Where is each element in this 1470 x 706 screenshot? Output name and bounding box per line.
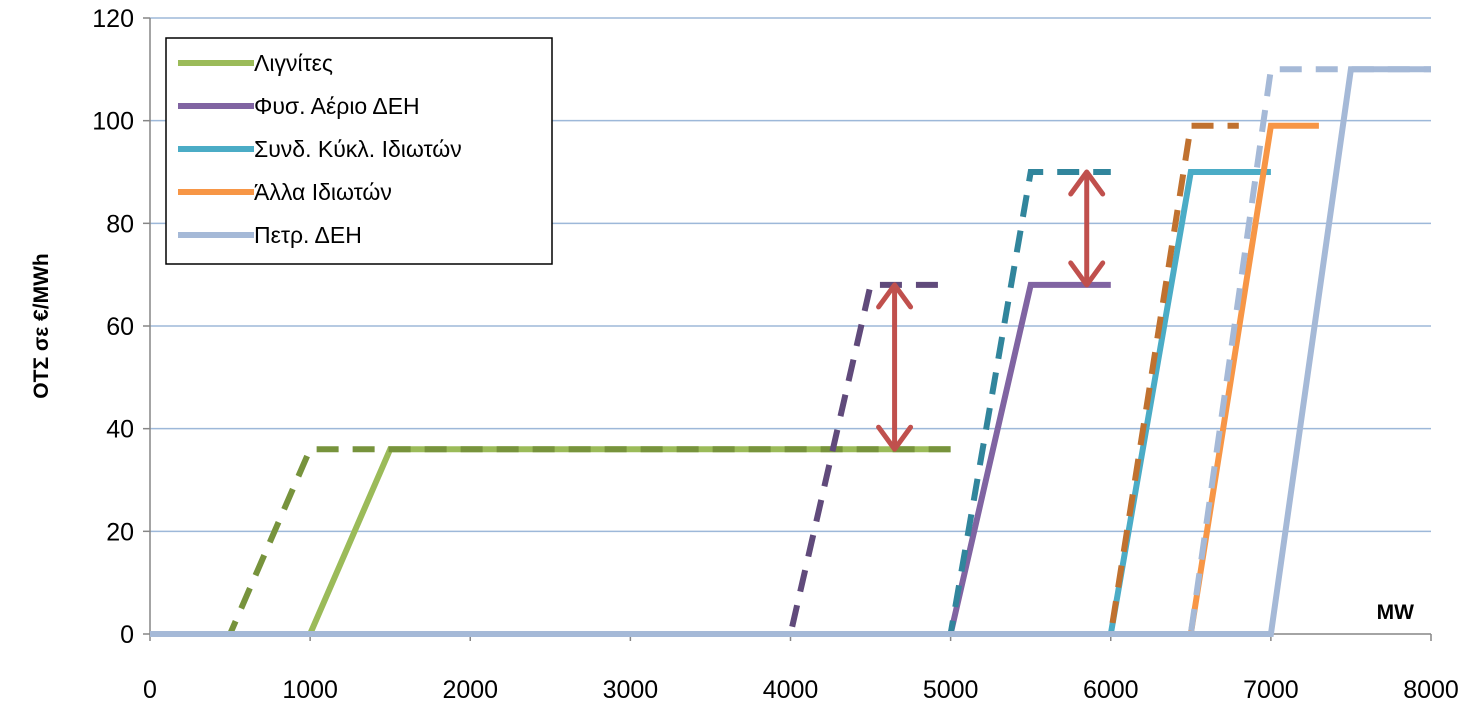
x-tick-label-7000: 7000 (1243, 676, 1299, 704)
double-arrow-head-top-1 (1068, 169, 1106, 197)
y-tick-label-20: 20 (106, 518, 134, 546)
x-tick-label-2000: 2000 (442, 676, 498, 704)
legend-label-0: Λιγνίτες (254, 50, 333, 76)
x-tick-label-4000: 4000 (763, 676, 819, 704)
series-line-9-dashed (150, 66, 1431, 637)
double-arrow-head-bottom-0 (876, 424, 914, 452)
double-arrow-head-top-0 (876, 282, 914, 310)
x-tick-label-0: 0 (143, 676, 157, 704)
annotations (876, 169, 1106, 452)
x-tick-label-1000: 1000 (282, 676, 338, 704)
double-arrow-head-bottom-1 (1068, 260, 1106, 288)
series-lines (150, 66, 1431, 637)
legend-label-1: Φυσ. Αέριο ΔΕΗ (254, 93, 420, 119)
y-axis-title: ΟΤΣ σε €/MWh (30, 253, 53, 398)
y-tick-label-120: 120 (92, 5, 134, 33)
y-tick-label-0: 0 (120, 621, 134, 649)
legend: Λιγνίτες Φυσ. Αέριο ΔΕΗ Συνδ. Κύκλ. Ιδιωτώ… (165, 37, 553, 265)
series-line-5-dashed (150, 446, 951, 637)
x-tick-label-5000: 5000 (923, 676, 979, 704)
y-tick-label-100: 100 (92, 108, 134, 136)
y-tick-label-40: 40 (106, 416, 134, 444)
legend-label-2: Συνδ. Κύκλ. Ιδιωτών (254, 136, 462, 162)
tick-labels: 0 20 40 60 80 100 120 0 1000 2000 3000 4000 5000 6000… (92, 5, 1459, 704)
legend-label-3: Άλλα Ιδιωτών (254, 179, 392, 205)
x-tick-label-8000: 8000 (1403, 676, 1459, 704)
x-tick-label-6000: 6000 (1083, 676, 1139, 704)
series-line-1 (150, 281, 1111, 637)
y-tick-label-80: 80 (106, 210, 134, 238)
series-line-6-dashed (150, 281, 951, 637)
y-tick-label-60: 60 (106, 313, 134, 341)
x-axis-title: MW (1377, 601, 1414, 624)
legend-label-4: Πετρ. ΔΕΗ (254, 222, 362, 248)
x-tick-label-3000: 3000 (603, 676, 659, 704)
